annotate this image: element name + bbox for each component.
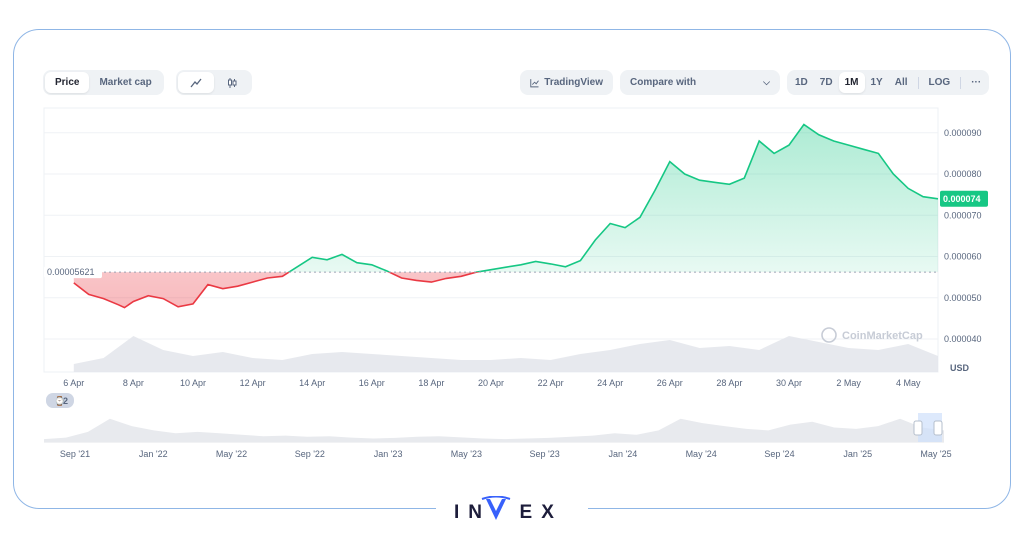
x-tick-label: 20 Apr [478,378,504,388]
event-count: 2 [63,396,68,406]
compare-label: Compare with [630,77,697,88]
x-tick-label: 2 May [836,378,861,388]
current-price-label: 0.000074 [943,194,981,204]
y-tick-label: 0.000040 [944,334,982,344]
x-tick-label: 24 Apr [597,378,623,388]
price-line [73,123,939,309]
price-fill [73,124,938,308]
current-price-badge [940,190,988,207]
clock-icon: ⌚ [54,395,65,406]
range-divider [960,76,962,89]
tradingview-label: TradingView [544,77,603,88]
y-tick-label: 0.000070 [944,210,982,220]
x-tick-label: 26 Apr [657,378,683,388]
brand-text: IN EX [454,502,563,523]
candlestick-icon [228,77,237,88]
overview-tick-label: May '23 [451,449,482,459]
x-axis: 6 Apr 8 Apr 10 Apr 12 Apr 14 Apr 16 Apr 18 Apr… [63,378,921,388]
invex-logo: IN EX [448,495,578,524]
overview-tick-label: Jan '25 [843,449,872,459]
volume-shape [73,336,939,372]
x-tick-label: 18 Apr [418,378,444,388]
chart-toolbar: Price Market cap TradingView Compare wit… [0,0,1024,100]
candlestick-button[interactable] [214,72,250,93]
x-tick-label: 22 Apr [538,378,564,388]
chart-icon [530,78,539,87]
log-toggle[interactable]: LOG [928,77,951,88]
watermark-text: CoinMarketCap [842,330,923,342]
line-chart-button[interactable] [178,72,214,93]
x-tick-label: 14 Apr [299,378,325,388]
x-tick-label: 6 Apr [63,378,84,388]
overview-tick-label: Sep '22 [295,449,325,459]
x-tick-label: 10 Apr [180,378,206,388]
range-1d[interactable]: 1D [795,77,808,88]
overview-tick-label: Sep '24 [764,449,794,459]
chevron-down-icon: ⌵ [763,77,770,87]
y-tick-label: 0.000050 [944,293,982,303]
range-1y[interactable]: 1Y [870,77,883,88]
baseline-label: 0.00005621 [47,267,95,277]
overview-handle-right [933,420,943,436]
compare-select[interactable]: Compare with ⌵ [620,70,780,95]
overview-tick-label: May '22 [216,449,247,459]
x-tick-label: 28 Apr [716,378,742,388]
down-line [73,272,482,309]
y-tick-label: 0.000080 [944,169,982,179]
x-tick-label: 16 Apr [359,378,385,388]
range-divider [917,76,919,89]
chart-annotations: 0.00005621 0.000074 CoinMarketCap ⌚2 [44,190,988,408]
overview-tick-label: May '25 [920,449,951,459]
coinmarketcap-icon [821,327,837,343]
overview-tick-label: May '24 [686,449,717,459]
overview-tick-label: Jan '23 [374,449,403,459]
baseline-badge [44,266,102,279]
metric-toggle: Price Market cap [43,70,164,95]
overview-tick-label: Sep '21 [60,449,90,459]
tradingview-button[interactable]: TradingView [520,70,613,95]
frame-gap [436,503,588,515]
x-tick-label: 30 Apr [776,378,802,388]
down-fill [73,272,938,308]
chart-type-toggle [176,70,252,95]
currency-label: USD [950,363,970,373]
y-tick-label: 0.000060 [944,252,982,262]
range-7d[interactable]: 7D [819,77,833,88]
tab-price[interactable]: Price [45,72,90,93]
event-badge [46,393,74,408]
overview-navigator[interactable]: Sep '21 Jan '22 May '22 Sep '22 Jan '23 May '… [44,413,952,459]
up-fill [288,124,938,273]
more-button[interactable]: ··· [971,77,982,88]
price-chart[interactable]: 0.000040 0.000050 0.000060 0.000070 0.000080… [0,0,1024,470]
volume-area [73,336,939,372]
brand-v-mark [486,499,506,520]
x-tick-label: 4 May [896,378,921,388]
y-axis: 0.000040 0.000050 0.000060 0.000070 0.000080… [944,128,982,373]
x-tick-label: 12 Apr [240,378,266,388]
overview-tick-label: Sep '23 [530,449,560,459]
range-selector: 1D 7D 1M 1Y All LOG ··· [787,70,990,95]
overview-volume [44,418,944,442]
overview-tick-label: Jan '22 [139,449,168,459]
line-chart-icon [190,78,202,87]
y-tick-label: 0.000090 [944,128,982,138]
x-tick-label: 8 Apr [123,378,144,388]
overview-tick-label: Jan '24 [609,449,638,459]
overview-handle-left [913,420,923,436]
tab-market-cap[interactable]: Market cap [99,77,152,88]
range-1m[interactable]: 1M [838,72,865,93]
up-line [287,123,939,273]
range-all[interactable]: All [894,77,908,88]
